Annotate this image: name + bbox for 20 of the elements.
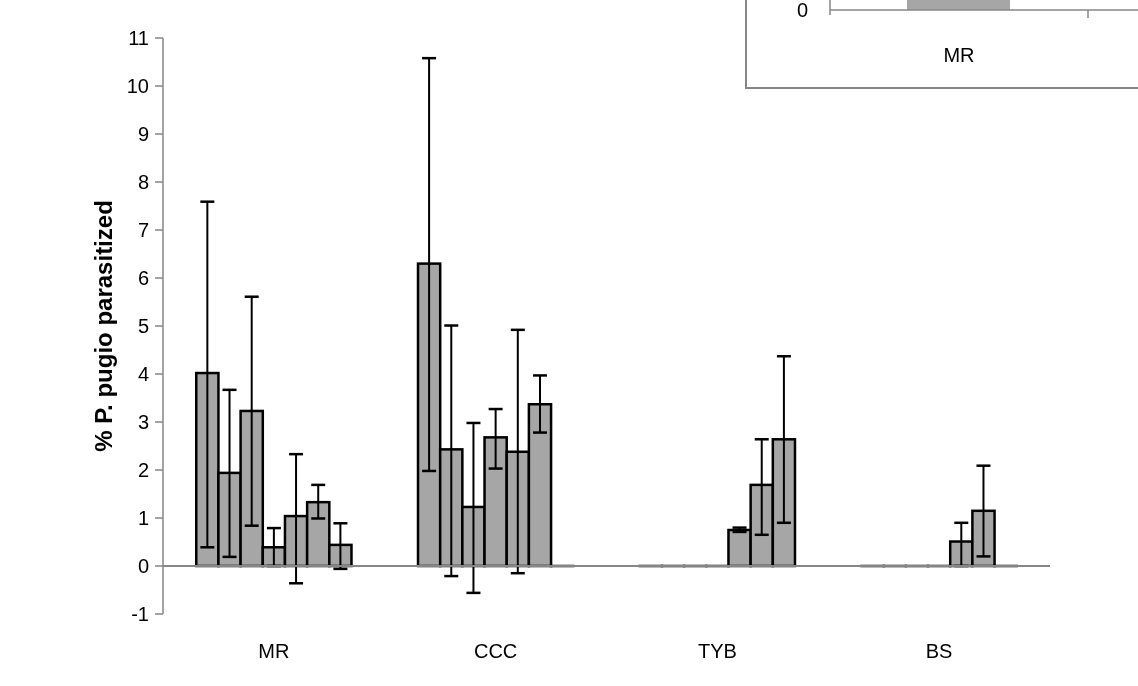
y-tick-label: -1 [131, 603, 149, 625]
y-tick-label: 9 [137, 123, 149, 145]
y-tick-label: 3 [137, 411, 149, 433]
annotation: MR [943, 44, 975, 66]
text: 0 [796, 0, 808, 21]
x-tick-label: BS [925, 640, 953, 662]
y-tick-label: 11 [128, 27, 149, 49]
y-tick-label: 6 [137, 267, 149, 289]
y-tick-label: 10 [126, 75, 149, 97]
y-tick-label: 7 [137, 219, 149, 241]
y-tick-label: 4 [137, 363, 149, 385]
y-tick-label: 2 [137, 459, 149, 481]
y-tick-label: 1 [137, 507, 149, 529]
x-tick-label: TYB [697, 640, 737, 662]
y-tick-label: 5 [137, 315, 149, 337]
y-tick-label: 8 [137, 171, 149, 193]
y-tick-label: 0 [137, 555, 149, 577]
y-axis-title: % P. pugio parasitized [90, 200, 117, 452]
x-tick-label: MR [258, 640, 290, 662]
x-tick-label: CCC [473, 640, 518, 662]
